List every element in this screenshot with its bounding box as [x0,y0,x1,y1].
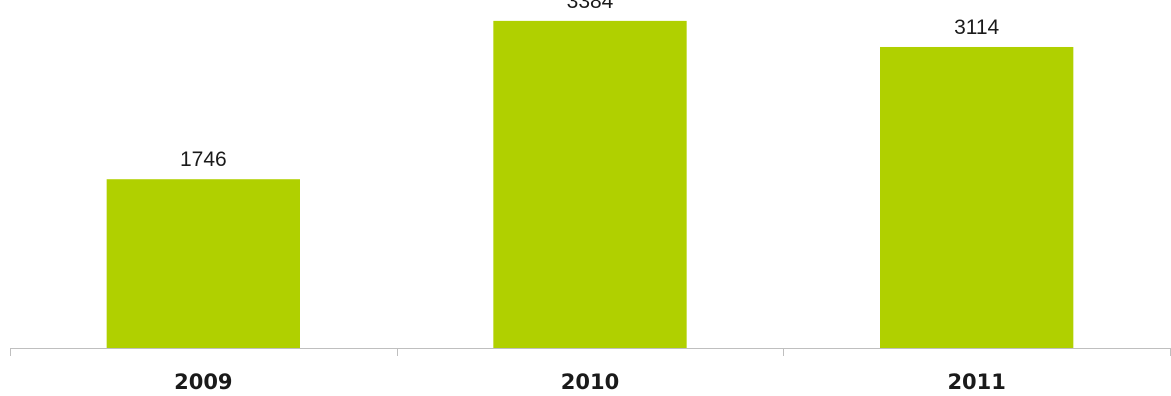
category-labels-group: 2009 2010 2011 [174,370,1006,394]
bars-group [106,20,1074,348]
value-label-2011: 3114 [954,16,999,39]
value-label-2009: 1746 [180,148,227,171]
category-label-2009: 2009 [174,370,232,394]
bar-2009 [106,179,301,348]
category-label-2010: 2010 [561,370,619,394]
bar-2011 [880,46,1074,348]
value-labels-group: 1746 3384 3114 [180,0,1000,171]
category-label-2011: 2011 [947,370,1005,394]
x-axis [10,348,1171,356]
value-label-2010: 3384 [567,0,614,13]
bar-2010 [493,20,687,348]
